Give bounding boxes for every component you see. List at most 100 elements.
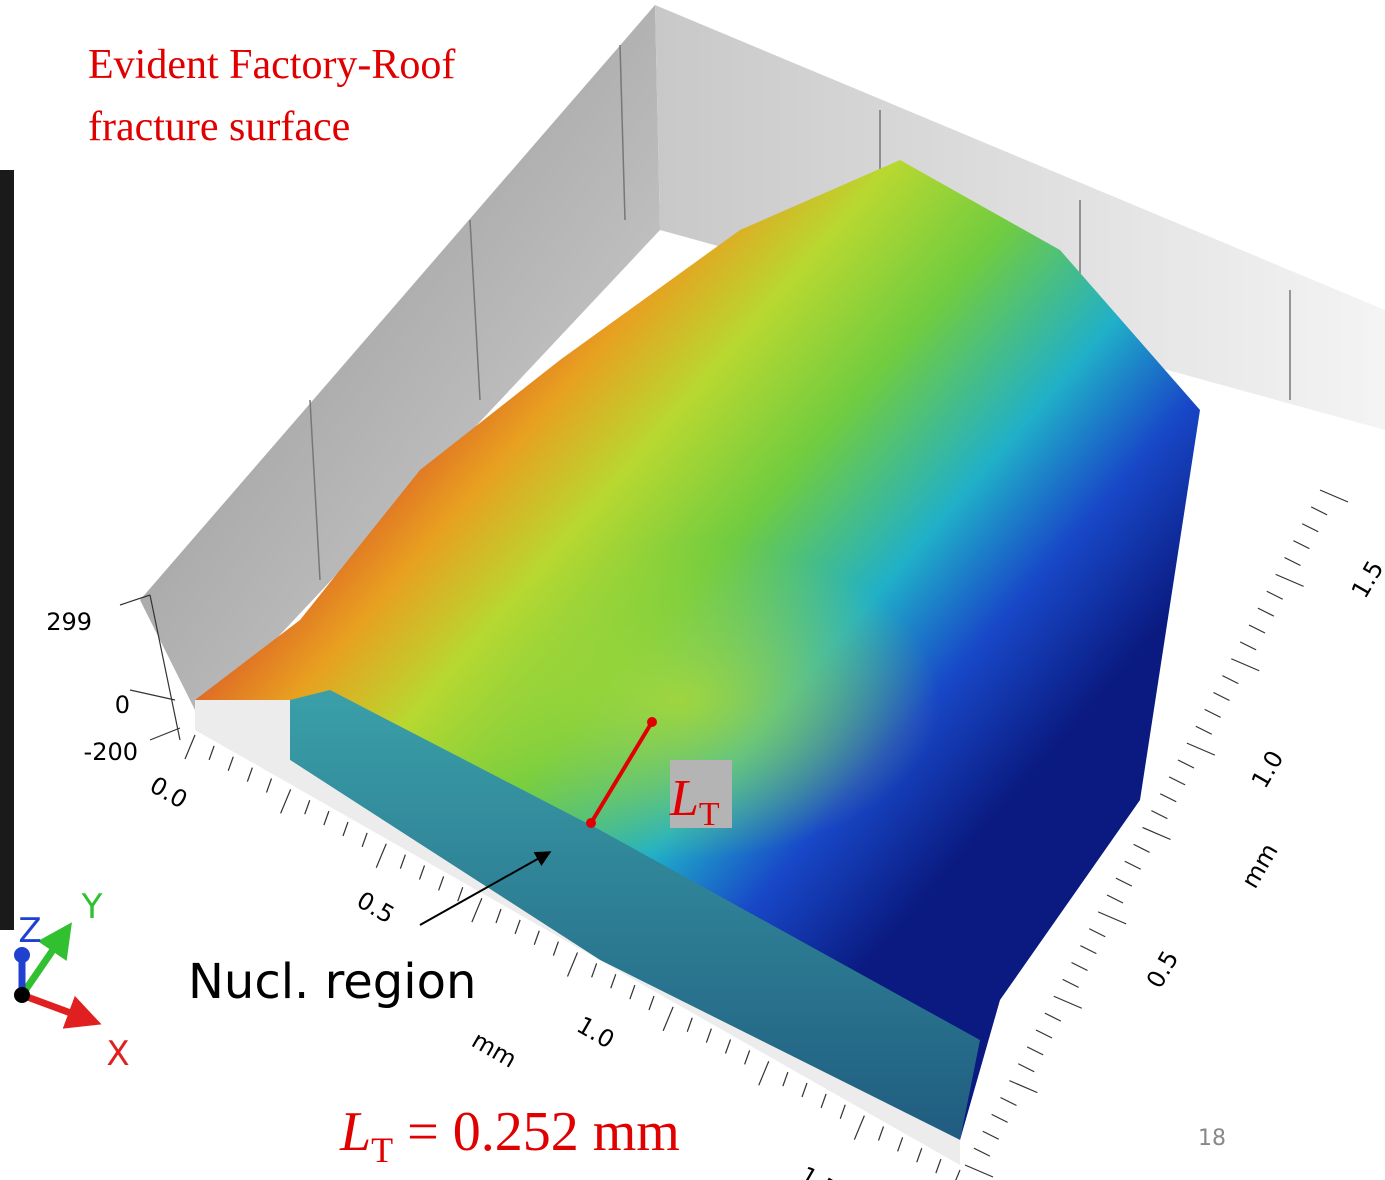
tick — [457, 887, 464, 902]
tick — [1319, 489, 1349, 503]
y-tick-label: 0.5 — [1141, 946, 1184, 993]
title-line: fracture surface — [88, 104, 350, 150]
photo-edge — [0, 170, 14, 930]
tick — [877, 1126, 885, 1141]
tick — [820, 1093, 827, 1109]
x-tick-label: 1.5 — [795, 1161, 842, 1180]
z-tick-label: 0 — [115, 691, 130, 719]
tick — [1231, 658, 1260, 672]
tick — [227, 756, 234, 771]
tick — [1195, 725, 1213, 735]
tick — [471, 897, 483, 923]
y-tick-label: 1.5 — [1346, 556, 1385, 603]
tick — [1301, 523, 1319, 533]
tick — [184, 734, 196, 760]
tick — [991, 1113, 1008, 1123]
tick — [418, 865, 426, 880]
tick — [1284, 556, 1301, 567]
tick — [399, 854, 406, 869]
tick — [1266, 590, 1284, 600]
tick — [1213, 691, 1230, 702]
y-tick-label: 1.0 — [1246, 746, 1289, 793]
tick — [1115, 877, 1133, 887]
x-tick-label: 0.0 — [145, 771, 192, 814]
tick — [1310, 506, 1328, 516]
tick — [1159, 793, 1177, 803]
tick — [1293, 540, 1310, 550]
tick — [280, 789, 292, 814]
x-axis-ticks — [184, 734, 961, 1180]
tick — [1275, 573, 1304, 587]
marker-label-box — [670, 760, 732, 828]
tick — [1142, 826, 1171, 841]
tick — [361, 832, 368, 848]
triad-label: X — [106, 1034, 129, 1074]
tick — [1124, 860, 1142, 870]
tick — [705, 1028, 712, 1043]
tick — [1009, 1080, 1038, 1094]
tick — [1133, 843, 1150, 853]
tick — [853, 1115, 865, 1140]
lt-line — [589, 720, 654, 825]
surface-plateau — [420, 540, 940, 860]
tick — [246, 767, 253, 782]
tick — [1239, 641, 1257, 651]
tick — [744, 1050, 751, 1065]
surface-front — [195, 700, 960, 1165]
tick — [566, 952, 579, 977]
tick — [964, 1164, 994, 1178]
axis-triad: X Y Z — [14, 887, 130, 1074]
tick — [1000, 1096, 1017, 1107]
tick — [610, 974, 617, 989]
tick — [1106, 894, 1124, 904]
back-wall-right — [655, 5, 1385, 430]
tick — [1053, 995, 1082, 1009]
tick — [1168, 776, 1186, 786]
result: LT = 0.252 mm — [339, 1101, 680, 1170]
triad-label: Y — [81, 887, 103, 927]
tick — [955, 1169, 961, 1180]
tick — [982, 1130, 1000, 1140]
lt-endpoint — [586, 818, 596, 828]
tick — [1062, 978, 1079, 988]
tick — [1257, 607, 1275, 617]
tick — [1080, 945, 1097, 955]
tick — [1151, 810, 1168, 820]
tick — [1026, 1046, 1044, 1056]
triad-label: Z — [18, 911, 41, 951]
x-axis-unit: mm — [467, 1026, 522, 1074]
x-tick-label: 0.5 — [352, 886, 399, 929]
tick — [552, 941, 559, 956]
tick — [1248, 624, 1266, 634]
z-tick-label: 299 — [46, 608, 92, 636]
tick — [1044, 1012, 1062, 1022]
tick — [724, 1039, 732, 1054]
tick — [1097, 911, 1127, 925]
tick — [533, 930, 540, 945]
tick — [208, 745, 215, 761]
tick — [1088, 928, 1106, 938]
tick — [839, 1104, 846, 1119]
z-tick-label: -200 — [84, 738, 138, 766]
tick — [662, 1006, 674, 1032]
tick — [916, 1148, 923, 1163]
tick — [629, 984, 636, 1000]
tick — [438, 876, 445, 891]
tick — [1035, 1029, 1053, 1039]
z-axis — [119, 594, 181, 741]
annotation-arrow — [419, 851, 552, 926]
tick — [1222, 675, 1239, 685]
tick — [591, 963, 598, 978]
y-axis-unit: mm — [1236, 838, 1284, 893]
lt-endpoint — [647, 717, 657, 727]
tick — [1017, 1063, 1035, 1073]
tick — [686, 1017, 693, 1032]
tick — [758, 1061, 770, 1086]
back-wall-left — [140, 5, 660, 720]
tick — [935, 1158, 942, 1174]
tick — [323, 810, 330, 826]
tick — [304, 800, 311, 815]
page-number: 18 — [1198, 1126, 1226, 1151]
x-tick-label: 1.0 — [572, 1011, 619, 1054]
